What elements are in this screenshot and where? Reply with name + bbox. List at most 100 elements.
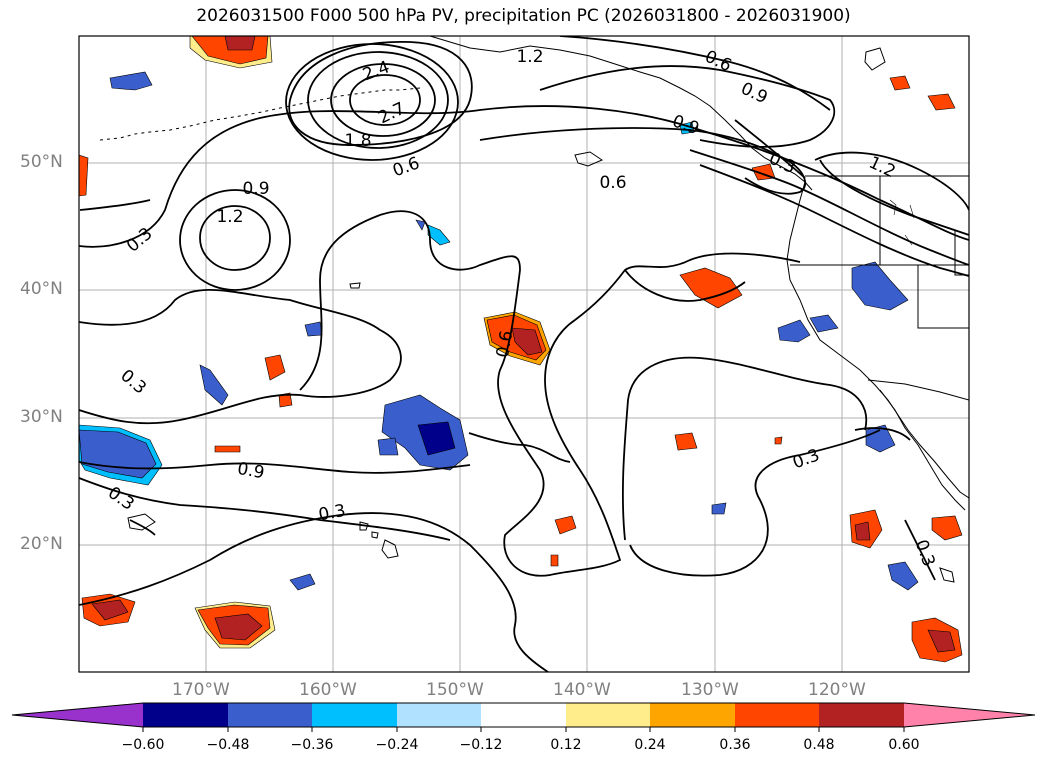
contour-label: 0.6 bbox=[493, 329, 517, 359]
colorbar-segment bbox=[481, 703, 566, 727]
contour-line bbox=[689, 149, 969, 266]
contour-line bbox=[624, 269, 746, 302]
precip-blob bbox=[278, 392, 293, 408]
hawaii-island bbox=[127, 513, 156, 531]
contour-line bbox=[79, 512, 549, 672]
contour-line bbox=[79, 199, 151, 211]
contour-line bbox=[621, 356, 868, 541]
precip-blob bbox=[777, 319, 811, 343]
precip-blob bbox=[289, 573, 316, 591]
latitude-label: 20°N bbox=[20, 534, 63, 554]
contour-line bbox=[629, 429, 881, 577]
colorbar-tick-label: 0.48 bbox=[803, 737, 835, 753]
precip-blob bbox=[927, 93, 956, 111]
contour-label: 0.3 bbox=[317, 501, 347, 525]
us-state-lines bbox=[790, 176, 969, 329]
colorbar-segment bbox=[397, 703, 481, 727]
precip-blob bbox=[774, 436, 783, 445]
colorbar-segment bbox=[819, 703, 904, 727]
hawaii-island bbox=[381, 539, 399, 559]
latitude-label: 40°N bbox=[20, 279, 63, 299]
contour-line bbox=[904, 519, 936, 581]
colorbar-tick-label: 0.24 bbox=[634, 737, 666, 753]
precip-blob bbox=[865, 424, 896, 453]
contour-line bbox=[814, 151, 969, 211]
precip-blob bbox=[214, 445, 241, 453]
contour-line bbox=[854, 427, 911, 441]
contour-label: 0.6 bbox=[599, 173, 626, 193]
precip-blob bbox=[887, 561, 919, 591]
precip-negative-areas bbox=[79, 71, 919, 591]
contour-line bbox=[79, 461, 471, 474]
colorbar-tick-label: 0.36 bbox=[719, 737, 751, 753]
colorbar-tick-label: −0.24 bbox=[375, 737, 419, 753]
precip-blob bbox=[927, 629, 956, 653]
colorbar-segment bbox=[650, 703, 735, 727]
precip-blob bbox=[109, 71, 153, 91]
longitude-label: 170°W bbox=[172, 680, 230, 700]
precip-blob bbox=[415, 219, 426, 231]
longitude-label: 160°W bbox=[299, 680, 357, 700]
contour-line bbox=[819, 159, 969, 236]
contour-line bbox=[559, 36, 831, 111]
colorbar-under-extension bbox=[12, 703, 143, 727]
small-island bbox=[349, 282, 361, 289]
precip-blob bbox=[854, 521, 871, 541]
contour-label: 0.9 bbox=[242, 179, 269, 199]
contour-label: 1.8 bbox=[344, 131, 371, 151]
precip-blob bbox=[931, 515, 963, 541]
precip-blob bbox=[377, 437, 399, 456]
precip-blob bbox=[214, 613, 263, 641]
precip-blob bbox=[91, 599, 129, 621]
colorbar-tick-label: −0.60 bbox=[121, 737, 165, 753]
small-island bbox=[864, 47, 886, 71]
precip-blob bbox=[550, 554, 559, 567]
latitude-label: 50°N bbox=[20, 152, 63, 172]
pv-contours bbox=[79, 36, 969, 672]
colorbar-segment bbox=[143, 703, 228, 727]
contour-line bbox=[288, 41, 473, 146]
map-panel: 1.2 0.6 0.9 2.4 2.7 1.8 0.9 0.6 0.6 0.9 … bbox=[79, 36, 969, 672]
contour-line bbox=[129, 519, 156, 536]
contour-line bbox=[699, 164, 969, 277]
contour-line bbox=[307, 51, 449, 149]
precip-blob bbox=[554, 515, 577, 535]
precip-blob bbox=[809, 314, 839, 333]
longitude-label: 140°W bbox=[553, 680, 611, 700]
small-island bbox=[574, 151, 604, 167]
precip-blob bbox=[79, 154, 89, 197]
longitude-label: 130°W bbox=[681, 680, 739, 700]
precip-positive-areas bbox=[79, 36, 963, 663]
precip-blob bbox=[511, 327, 543, 356]
bc-coast bbox=[786, 181, 969, 499]
precip-blob bbox=[711, 502, 727, 515]
precip-blob bbox=[679, 267, 743, 309]
precip-blob bbox=[199, 364, 229, 406]
contour-line bbox=[479, 127, 807, 195]
colorbar-segment bbox=[312, 703, 397, 727]
contour-line bbox=[79, 289, 402, 425]
colorbar-segment bbox=[735, 703, 819, 727]
contour-line bbox=[79, 105, 969, 248]
colorbar bbox=[11, 702, 1036, 732]
colorbar-tick-label: 0.12 bbox=[550, 737, 582, 753]
precip-blob bbox=[264, 354, 286, 381]
contour-line bbox=[179, 189, 291, 291]
longitude-label: 120°W bbox=[808, 680, 866, 700]
precip-blob bbox=[417, 421, 456, 456]
map-frame bbox=[78, 35, 970, 673]
colorbar-tick-label: −0.36 bbox=[290, 737, 334, 753]
colorbar-tick-label: −0.12 bbox=[459, 737, 503, 753]
contour-line bbox=[539, 65, 836, 148]
alaska-coast bbox=[429, 36, 813, 191]
contour-label: 1.2 bbox=[216, 207, 243, 227]
longitude-label: 150°W bbox=[426, 680, 484, 700]
hawaii-island bbox=[371, 531, 379, 539]
colorbar-segment bbox=[228, 703, 312, 727]
latitude-label: 30°N bbox=[20, 407, 63, 427]
mexico-border bbox=[867, 379, 969, 401]
contour-line bbox=[199, 205, 271, 271]
hawaii-island bbox=[359, 521, 369, 531]
colorbar-tick-label: −0.48 bbox=[206, 737, 250, 753]
colorbar-tick-label: 0.60 bbox=[888, 737, 920, 753]
